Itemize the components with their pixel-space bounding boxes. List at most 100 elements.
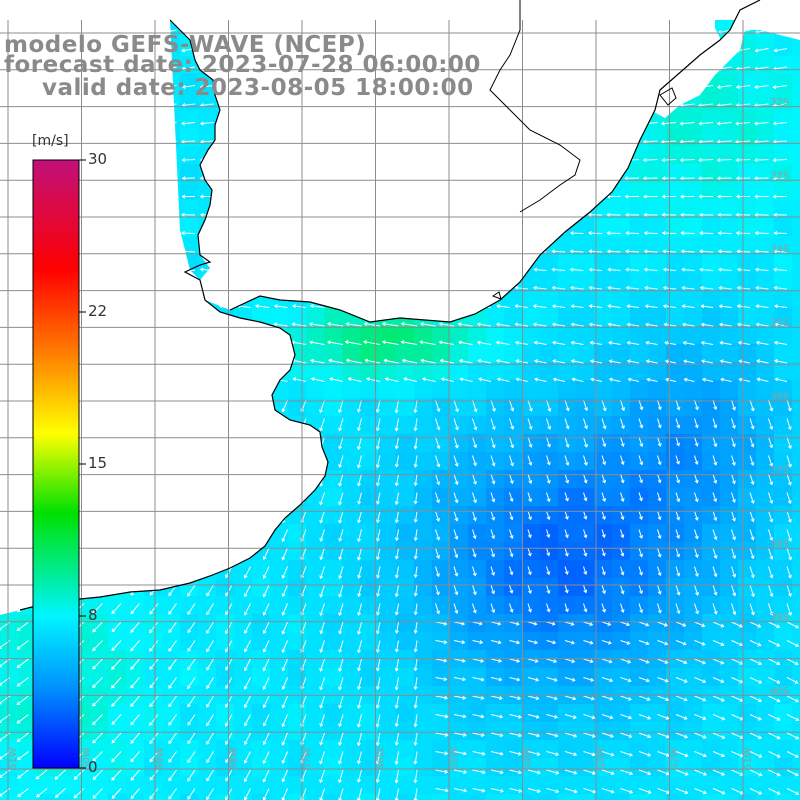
wind-arrow xyxy=(731,455,736,466)
wind-arrow-head xyxy=(92,647,96,652)
wind-arrow xyxy=(731,603,736,615)
wind-arrow-head xyxy=(625,231,630,236)
speed-cell xyxy=(630,272,649,291)
speed-cell xyxy=(594,362,613,381)
speed-cell xyxy=(504,398,523,417)
speed-cell xyxy=(594,218,613,237)
wind-arrow-head xyxy=(698,194,703,199)
speed-cell xyxy=(144,632,163,651)
speed-cell xyxy=(234,668,253,687)
wind-arrow xyxy=(395,658,399,671)
speed-cell xyxy=(648,290,667,309)
wind-arrow-head xyxy=(168,629,172,634)
wind-arrow-head xyxy=(626,304,631,309)
wind-arrow-head xyxy=(375,537,380,542)
speed-cell xyxy=(162,794,181,800)
speed-cell xyxy=(342,776,361,795)
wind-arrow xyxy=(749,584,755,597)
wind-arrow-head xyxy=(787,519,792,523)
wind-arrow-head xyxy=(394,445,399,450)
wind-arrow-head xyxy=(657,516,662,521)
speed-cell xyxy=(288,560,307,579)
speed-cell xyxy=(450,596,469,615)
wind-arrow xyxy=(181,140,196,143)
speed-cell xyxy=(774,434,793,453)
speed-cell xyxy=(342,614,361,633)
speed-cell xyxy=(360,560,379,579)
speed-cell xyxy=(288,542,307,561)
wind-arrow xyxy=(620,473,624,483)
wind-arrow-head xyxy=(413,555,418,560)
wind-arrow xyxy=(490,640,501,644)
speed-cell xyxy=(612,236,631,255)
speed-cell xyxy=(504,362,523,381)
speed-cell xyxy=(324,596,343,615)
wind-arrow xyxy=(661,122,677,125)
speed-cell xyxy=(720,200,739,219)
wind-arrow-head xyxy=(602,443,607,448)
speed-cell xyxy=(774,92,793,111)
speed-cell xyxy=(630,524,649,543)
speed-cell xyxy=(162,632,181,651)
speed-cell xyxy=(486,452,505,471)
speed-cell xyxy=(342,470,361,489)
speed-cell xyxy=(90,704,109,723)
speed-cell xyxy=(756,272,775,291)
speed-cell xyxy=(198,650,217,669)
wind-arrow xyxy=(339,510,344,523)
speed-cell xyxy=(720,92,739,111)
wind-arrow-head xyxy=(602,479,607,484)
wind-arrow xyxy=(644,268,658,271)
wind-arrow-head xyxy=(375,649,380,654)
speed-cell xyxy=(720,794,739,800)
wind-arrow-head xyxy=(458,358,463,363)
wind-arrow-head xyxy=(420,358,425,363)
wind-arrow-head xyxy=(676,406,681,411)
wind-arrow xyxy=(206,603,214,615)
wind-arrow xyxy=(675,492,680,502)
wind-arrow-head xyxy=(753,121,758,126)
wind-arrow xyxy=(490,510,495,521)
wind-arrow xyxy=(357,547,362,560)
wind-arrow-head xyxy=(440,377,445,382)
wind-arrow xyxy=(773,85,788,88)
speed-cell xyxy=(270,740,289,759)
speed-cell xyxy=(486,380,505,399)
wind-arrow-head xyxy=(676,498,681,503)
speed-cell xyxy=(756,416,775,435)
wind-arrow-head xyxy=(111,647,116,652)
speed-cell xyxy=(0,740,19,759)
wind-arrow xyxy=(17,621,29,631)
speed-cell xyxy=(612,416,631,435)
speed-cell xyxy=(378,722,397,741)
wind-arrow-head xyxy=(300,538,305,543)
wind-arrow xyxy=(773,140,788,143)
wind-arrow-head xyxy=(606,212,611,217)
wind-arrow-head xyxy=(570,304,575,309)
wind-arrow xyxy=(694,621,705,627)
wind-arrow-head xyxy=(375,630,380,635)
wind-arrow xyxy=(620,492,624,502)
wind-arrow xyxy=(571,305,584,308)
speed-cell xyxy=(684,344,703,363)
wind-arrow-head xyxy=(750,536,755,541)
wind-arrow xyxy=(472,640,483,644)
wind-arrow-head xyxy=(199,212,204,217)
speed-cell xyxy=(738,380,757,399)
wind-arrow-head xyxy=(383,358,388,363)
wind-arrow xyxy=(627,323,640,327)
speed-cell xyxy=(324,578,343,597)
wind-arrow xyxy=(187,603,196,615)
speed-cell xyxy=(648,596,667,615)
wind-arrow-head xyxy=(338,593,343,598)
speed-cell xyxy=(468,722,487,741)
speed-cell xyxy=(648,146,667,165)
wind-arrow xyxy=(509,529,513,539)
wind-arrow-head xyxy=(199,176,204,181)
wind-arrow xyxy=(731,529,736,540)
wind-arrow-head xyxy=(357,649,361,654)
speed-cell xyxy=(648,650,667,669)
speed-cell xyxy=(522,578,541,597)
speed-cell xyxy=(378,704,397,723)
speed-cell xyxy=(738,596,757,615)
